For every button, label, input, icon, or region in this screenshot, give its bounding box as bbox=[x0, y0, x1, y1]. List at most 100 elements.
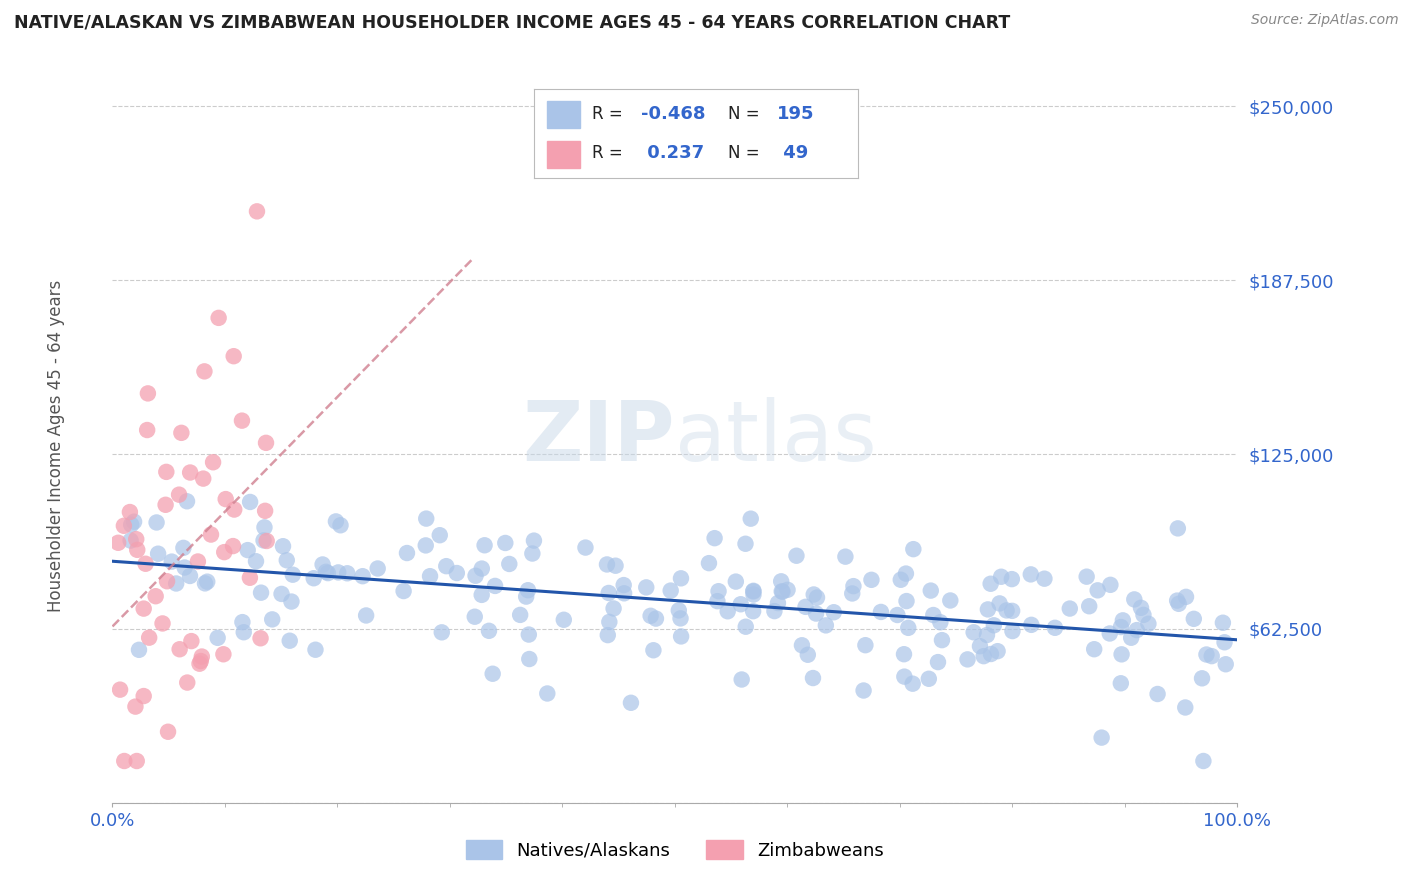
Natives/Alaskans bbox=[515, 590, 537, 604]
Natives/Alaskans bbox=[194, 576, 217, 591]
Natives/Alaskans bbox=[464, 609, 486, 624]
Natives/Alaskans bbox=[1215, 657, 1237, 672]
Natives/Alaskans bbox=[640, 608, 662, 623]
Text: ZIP: ZIP bbox=[523, 397, 675, 477]
Natives/Alaskans bbox=[165, 576, 187, 591]
Natives/Alaskans bbox=[1167, 597, 1189, 611]
Natives/Alaskans bbox=[893, 647, 915, 661]
Natives/Alaskans bbox=[901, 676, 924, 690]
Zimbabweans bbox=[112, 754, 135, 768]
Zimbabweans bbox=[155, 465, 177, 479]
Zimbabweans bbox=[254, 435, 277, 450]
Zimbabweans bbox=[127, 542, 149, 557]
Natives/Alaskans bbox=[281, 567, 304, 582]
Zimbabweans bbox=[212, 545, 235, 559]
Zimbabweans bbox=[246, 204, 269, 219]
Natives/Alaskans bbox=[523, 533, 546, 548]
Natives/Alaskans bbox=[304, 642, 326, 657]
Natives/Alaskans bbox=[1078, 599, 1101, 614]
Natives/Alaskans bbox=[1099, 578, 1122, 592]
Natives/Alaskans bbox=[276, 553, 298, 567]
Natives/Alaskans bbox=[706, 594, 728, 608]
Zimbabweans bbox=[145, 589, 167, 603]
Natives/Alaskans bbox=[730, 597, 752, 611]
Natives/Alaskans bbox=[120, 533, 142, 548]
Natives/Alaskans bbox=[352, 569, 374, 583]
Zimbabweans bbox=[169, 642, 191, 657]
Zimbabweans bbox=[231, 414, 253, 428]
Natives/Alaskans bbox=[1109, 620, 1132, 634]
Natives/Alaskans bbox=[814, 618, 837, 632]
Natives/Alaskans bbox=[474, 538, 496, 552]
Natives/Alaskans bbox=[742, 588, 765, 602]
Natives/Alaskans bbox=[939, 593, 962, 607]
Natives/Alaskans bbox=[598, 615, 620, 629]
Natives/Alaskans bbox=[995, 603, 1018, 617]
Natives/Alaskans bbox=[207, 631, 229, 645]
Text: R =: R = bbox=[592, 145, 628, 162]
Natives/Alaskans bbox=[471, 561, 494, 575]
Natives/Alaskans bbox=[976, 628, 998, 642]
Zimbabweans bbox=[254, 504, 277, 518]
Natives/Alaskans bbox=[620, 696, 643, 710]
Natives/Alaskans bbox=[990, 570, 1012, 584]
Zimbabweans bbox=[155, 498, 177, 512]
Natives/Alaskans bbox=[841, 586, 863, 600]
Natives/Alaskans bbox=[1182, 612, 1205, 626]
Natives/Alaskans bbox=[278, 633, 301, 648]
Natives/Alaskans bbox=[707, 584, 730, 599]
Zimbabweans bbox=[157, 724, 180, 739]
Natives/Alaskans bbox=[1043, 621, 1066, 635]
Zimbabweans bbox=[222, 349, 245, 363]
Natives/Alaskans bbox=[806, 591, 828, 605]
Natives/Alaskans bbox=[128, 643, 150, 657]
Natives/Alaskans bbox=[742, 583, 765, 598]
Zimbabweans bbox=[222, 539, 245, 553]
Zimbabweans bbox=[191, 649, 214, 664]
Natives/Alaskans bbox=[983, 618, 1005, 632]
Natives/Alaskans bbox=[794, 599, 817, 614]
Zimbabweans bbox=[108, 682, 131, 697]
Zimbabweans bbox=[224, 502, 246, 516]
Natives/Alaskans bbox=[886, 607, 908, 622]
Text: Householder Income Ages 45 - 64 years: Householder Income Ages 45 - 64 years bbox=[48, 280, 65, 612]
Natives/Alaskans bbox=[253, 520, 276, 534]
Natives/Alaskans bbox=[1174, 700, 1197, 714]
Zimbabweans bbox=[152, 616, 174, 631]
Natives/Alaskans bbox=[903, 542, 925, 557]
Natives/Alaskans bbox=[536, 686, 558, 700]
Natives/Alaskans bbox=[434, 559, 457, 574]
Zimbabweans bbox=[188, 657, 211, 671]
Natives/Alaskans bbox=[763, 604, 786, 618]
Natives/Alaskans bbox=[1111, 648, 1133, 662]
Natives/Alaskans bbox=[270, 587, 292, 601]
Natives/Alaskans bbox=[605, 558, 627, 573]
Text: 195: 195 bbox=[776, 105, 814, 123]
Natives/Alaskans bbox=[1001, 624, 1024, 638]
Natives/Alaskans bbox=[471, 588, 494, 602]
Natives/Alaskans bbox=[893, 670, 915, 684]
Natives/Alaskans bbox=[766, 596, 789, 610]
Natives/Alaskans bbox=[772, 584, 794, 599]
Natives/Alaskans bbox=[1121, 631, 1143, 645]
Natives/Alaskans bbox=[236, 543, 259, 558]
Natives/Alaskans bbox=[367, 561, 389, 575]
Natives/Alaskans bbox=[430, 625, 453, 640]
Zimbabweans bbox=[215, 492, 238, 507]
Natives/Alaskans bbox=[596, 558, 619, 572]
Zimbabweans bbox=[125, 532, 148, 546]
Natives/Alaskans bbox=[395, 546, 418, 560]
Natives/Alaskans bbox=[574, 541, 596, 555]
Natives/Alaskans bbox=[927, 655, 949, 669]
Natives/Alaskans bbox=[801, 671, 824, 685]
Natives/Alaskans bbox=[734, 537, 756, 551]
Natives/Alaskans bbox=[195, 574, 218, 589]
Natives/Alaskans bbox=[1175, 590, 1198, 604]
Bar bbox=[547, 101, 579, 128]
Natives/Alaskans bbox=[1213, 635, 1236, 649]
Natives/Alaskans bbox=[669, 611, 692, 625]
Zimbabweans bbox=[118, 505, 141, 519]
Zimbabweans bbox=[190, 654, 212, 668]
Text: R =: R = bbox=[592, 105, 628, 123]
Natives/Alaskans bbox=[643, 643, 665, 657]
